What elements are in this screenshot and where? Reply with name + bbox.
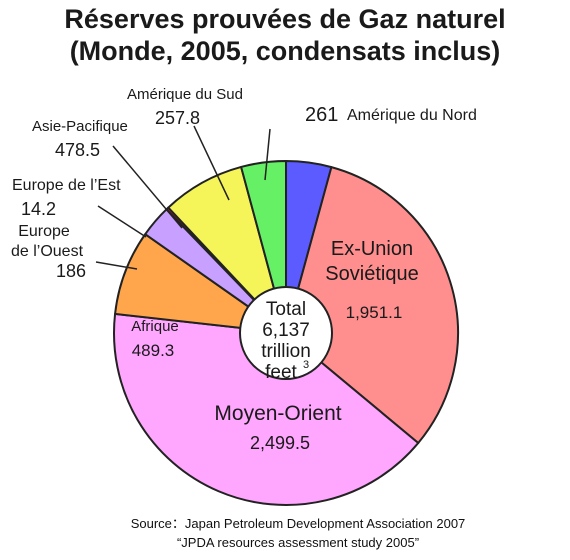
chart-subtitle: (Monde, 2005, condensats inclus) [70,36,501,66]
slice-ex-union-sovietique [285,166,459,444]
slice-label-ex-union-sovietique-line-1: Ex-Union [331,238,413,260]
slice-value-afrique: 489.3 [132,341,175,360]
slice-label-europe-de-l-ouest-line-1: Europe [18,223,70,240]
slice-label-europe-de-l-ouest-line-2: de l’Ouest [11,243,84,260]
slice-label-moyen-orient: Moyen-Orient [214,402,341,425]
center-unit-superscript: 3 [303,359,309,371]
source-line-2: “JPDA resources assessment study 2005” [177,535,419,550]
slice-label-europe-de-l-est: Europe de l’Est [12,177,121,194]
slice-value-europe-de-l-est: 14.2 [21,199,56,219]
slice-label-amerique-du-sud: Amérique du Sud [127,86,243,103]
center-total-value: 6,137 [262,320,310,341]
center-unit-feet: feet [265,362,297,383]
leader-line-europe-de-l-est [97,205,147,238]
slice-label-ex-union-sovietique-line-2: Soviétique [325,263,418,285]
slice-value-asie-pacifique: 478.5 [55,140,100,160]
slice-value-europe-de-l-ouest: 186 [56,261,86,281]
center-hole [239,286,333,380]
slice-value-amerique-du-nord: 261 [305,104,338,126]
leader-line-amerique-du-nord [264,128,271,181]
slice-label-afrique: Afrique [131,318,179,335]
leader-line-amerique-du-sud [193,125,230,201]
slice-moyen-orient [113,312,420,506]
center-unit-trillion: trillion [261,341,311,362]
slice-value-amerique-du-sud: 257.8 [155,108,200,128]
slice-value-moyen-orient: 2,499.5 [250,433,310,453]
slice-label-amerique-du-nord: Amérique du Nord [347,107,477,124]
leader-line-europe-de-l-ouest [95,261,138,270]
center-total-label: Total [266,299,306,320]
leader-lines [95,125,271,270]
slice-label-asie-pacifique: Asie-Pacifique [32,118,128,135]
leader-line-asie-pacifique [112,145,183,229]
slice-value-ex-union-sovietique: 1,951.1 [346,303,403,322]
chart-title: Réserves prouvées de Gaz naturel [64,4,505,34]
slice-labels: Amérique du Nord 261 Ex-Union Soviétique 1,9… [11,86,477,453]
source-line-1: Source：Japan Petroleum Development Assoc… [131,516,466,531]
